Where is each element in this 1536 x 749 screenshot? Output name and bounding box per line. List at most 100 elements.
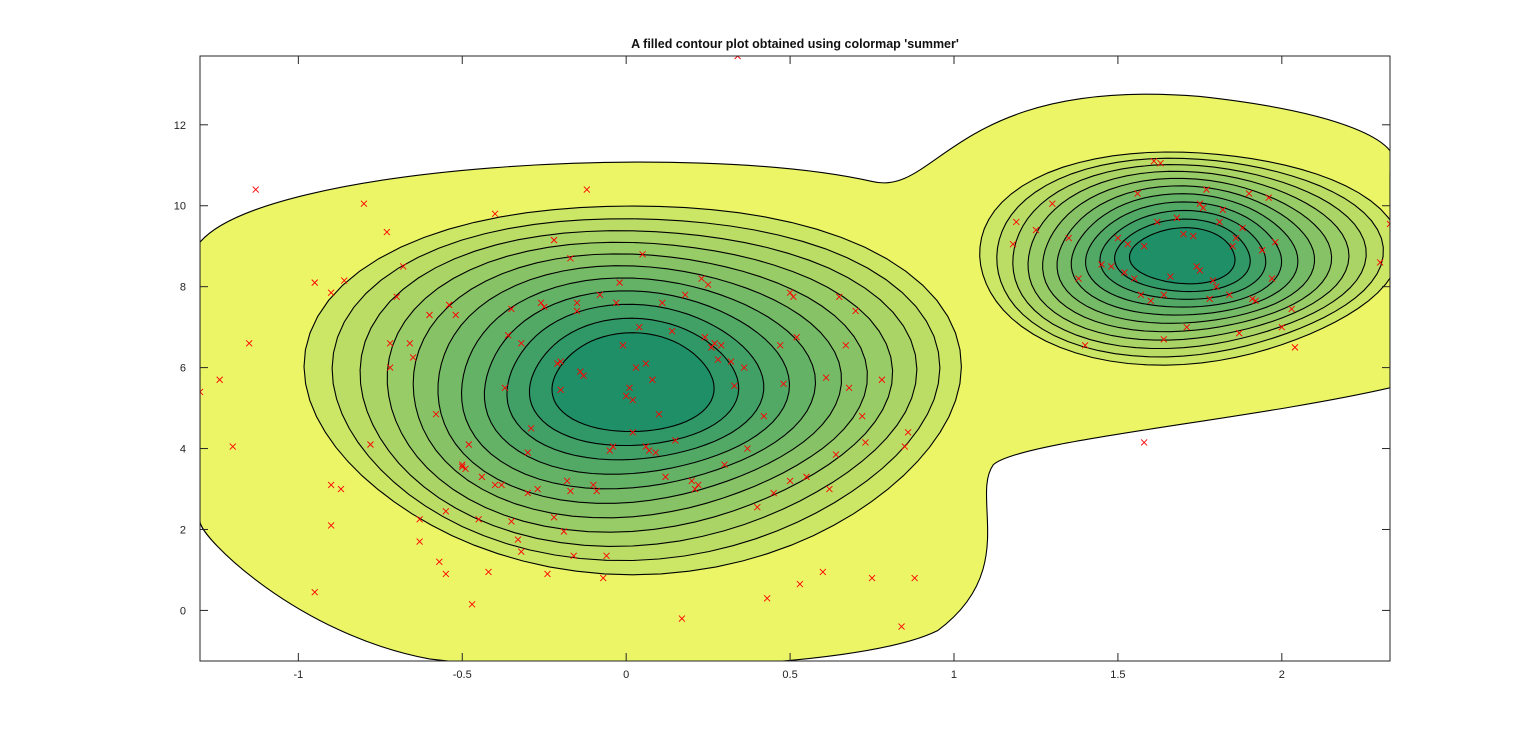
data-point-marker (609, 443, 617, 450)
data-point-marker (835, 293, 843, 301)
data-point-marker (740, 364, 748, 371)
data-point-marker (360, 200, 368, 208)
data-point-marker (731, 382, 738, 390)
data-point-marker (1180, 230, 1187, 238)
data-point-marker (668, 327, 676, 335)
data-point-marker (714, 356, 722, 363)
data-point-marker (770, 489, 778, 497)
data-point-marker (399, 263, 407, 270)
data-point-marker (386, 364, 394, 371)
data-point-marker (468, 601, 476, 608)
data-point-marker (911, 574, 918, 582)
data-point-marker (1137, 291, 1145, 299)
data-point-marker (1265, 194, 1273, 201)
data-point-marker (658, 299, 666, 307)
data-point-marker (734, 56, 741, 60)
data-point-marker (1219, 206, 1227, 214)
data-point-marker (517, 340, 525, 347)
data-point-marker (311, 588, 319, 596)
data-point-marker (1193, 263, 1200, 270)
data-point-marker (645, 447, 653, 454)
data-point-marker (583, 186, 591, 193)
data-point-marker (655, 410, 663, 418)
data-point-marker (904, 429, 912, 436)
data-point-marker (1140, 439, 1148, 446)
data-point-marker (311, 279, 319, 286)
data-point-marker (563, 477, 571, 485)
data-point-marker (200, 388, 204, 396)
data-point-marker (1183, 323, 1191, 331)
data-point-marker (1157, 159, 1164, 167)
data-point-marker (1114, 234, 1122, 242)
data-point-marker (596, 291, 604, 299)
data-point-marker (537, 299, 545, 307)
data-point-marker (367, 441, 374, 448)
data-point-marker (534, 485, 541, 493)
data-point-marker (580, 372, 587, 380)
data-point-marker (252, 186, 260, 193)
data-point-marker (803, 473, 810, 481)
data-point-marker (1386, 220, 1390, 228)
data-point-marker (1212, 283, 1220, 290)
data-point-marker (570, 552, 578, 560)
data-point-marker (478, 473, 486, 481)
data-point-marker (688, 477, 696, 485)
data-point-marker (462, 465, 469, 473)
data-point-marker (629, 429, 637, 436)
data-point-marker (409, 354, 417, 361)
data-point-marker (416, 516, 423, 523)
data-point-marker (698, 275, 705, 282)
data-point-marker (465, 441, 473, 448)
data-point-marker (554, 360, 561, 367)
y-tick-label: 4 (180, 444, 186, 456)
x-tick-label: 0.5 (782, 669, 797, 681)
data-point-marker (786, 289, 794, 297)
data-point-marker (1199, 204, 1207, 212)
data-point-marker (524, 489, 532, 497)
data-points (200, 56, 1390, 630)
data-point-marker (776, 342, 784, 349)
data-point-marker (386, 340, 394, 347)
data-point-marker (629, 396, 637, 404)
data-point-marker (760, 412, 768, 420)
data-point-marker (672, 437, 679, 444)
data-point-marker (681, 291, 689, 299)
chart-title: A filled contour plot obtained using col… (631, 37, 959, 51)
data-point-marker (573, 307, 581, 315)
data-point-marker (567, 487, 574, 495)
data-point-marker (435, 558, 443, 566)
data-point-marker (1278, 323, 1286, 331)
data-point-marker (691, 485, 699, 493)
data-point-marker (826, 485, 833, 493)
data-point-marker (1049, 200, 1056, 208)
data-point-marker (1108, 263, 1115, 270)
data-point-marker (1252, 297, 1259, 305)
data-point-marker (721, 461, 728, 469)
data-point-marker (626, 384, 633, 392)
data-point-marker (475, 516, 482, 523)
data-point-marker (868, 574, 876, 582)
data-point-marker (619, 342, 627, 349)
data-point-marker (1012, 218, 1020, 226)
x-axis: -1 -0.5 0 0.5 1 1.5 2 (293, 56, 1285, 681)
data-point-marker (678, 615, 686, 622)
data-point-marker (406, 340, 414, 347)
data-point-marker (229, 443, 237, 450)
x-tick-label: 1.5 (1110, 669, 1125, 681)
data-point-marker (458, 463, 466, 471)
data-point-marker (1239, 224, 1246, 232)
data-point-marker (1140, 242, 1148, 250)
y-tick-label: 12 (174, 120, 186, 132)
x-tick-label: 0 (623, 669, 629, 681)
data-point-marker (842, 342, 850, 349)
data-point-marker (1248, 295, 1256, 303)
plot-frame (199, 55, 1391, 662)
data-point-marker (1291, 344, 1299, 351)
data-point-marker (540, 303, 548, 311)
data-point-marker (590, 481, 597, 489)
data-point-marker (1167, 273, 1174, 280)
data-point-marker (327, 481, 335, 489)
data-point-marker (622, 392, 630, 400)
